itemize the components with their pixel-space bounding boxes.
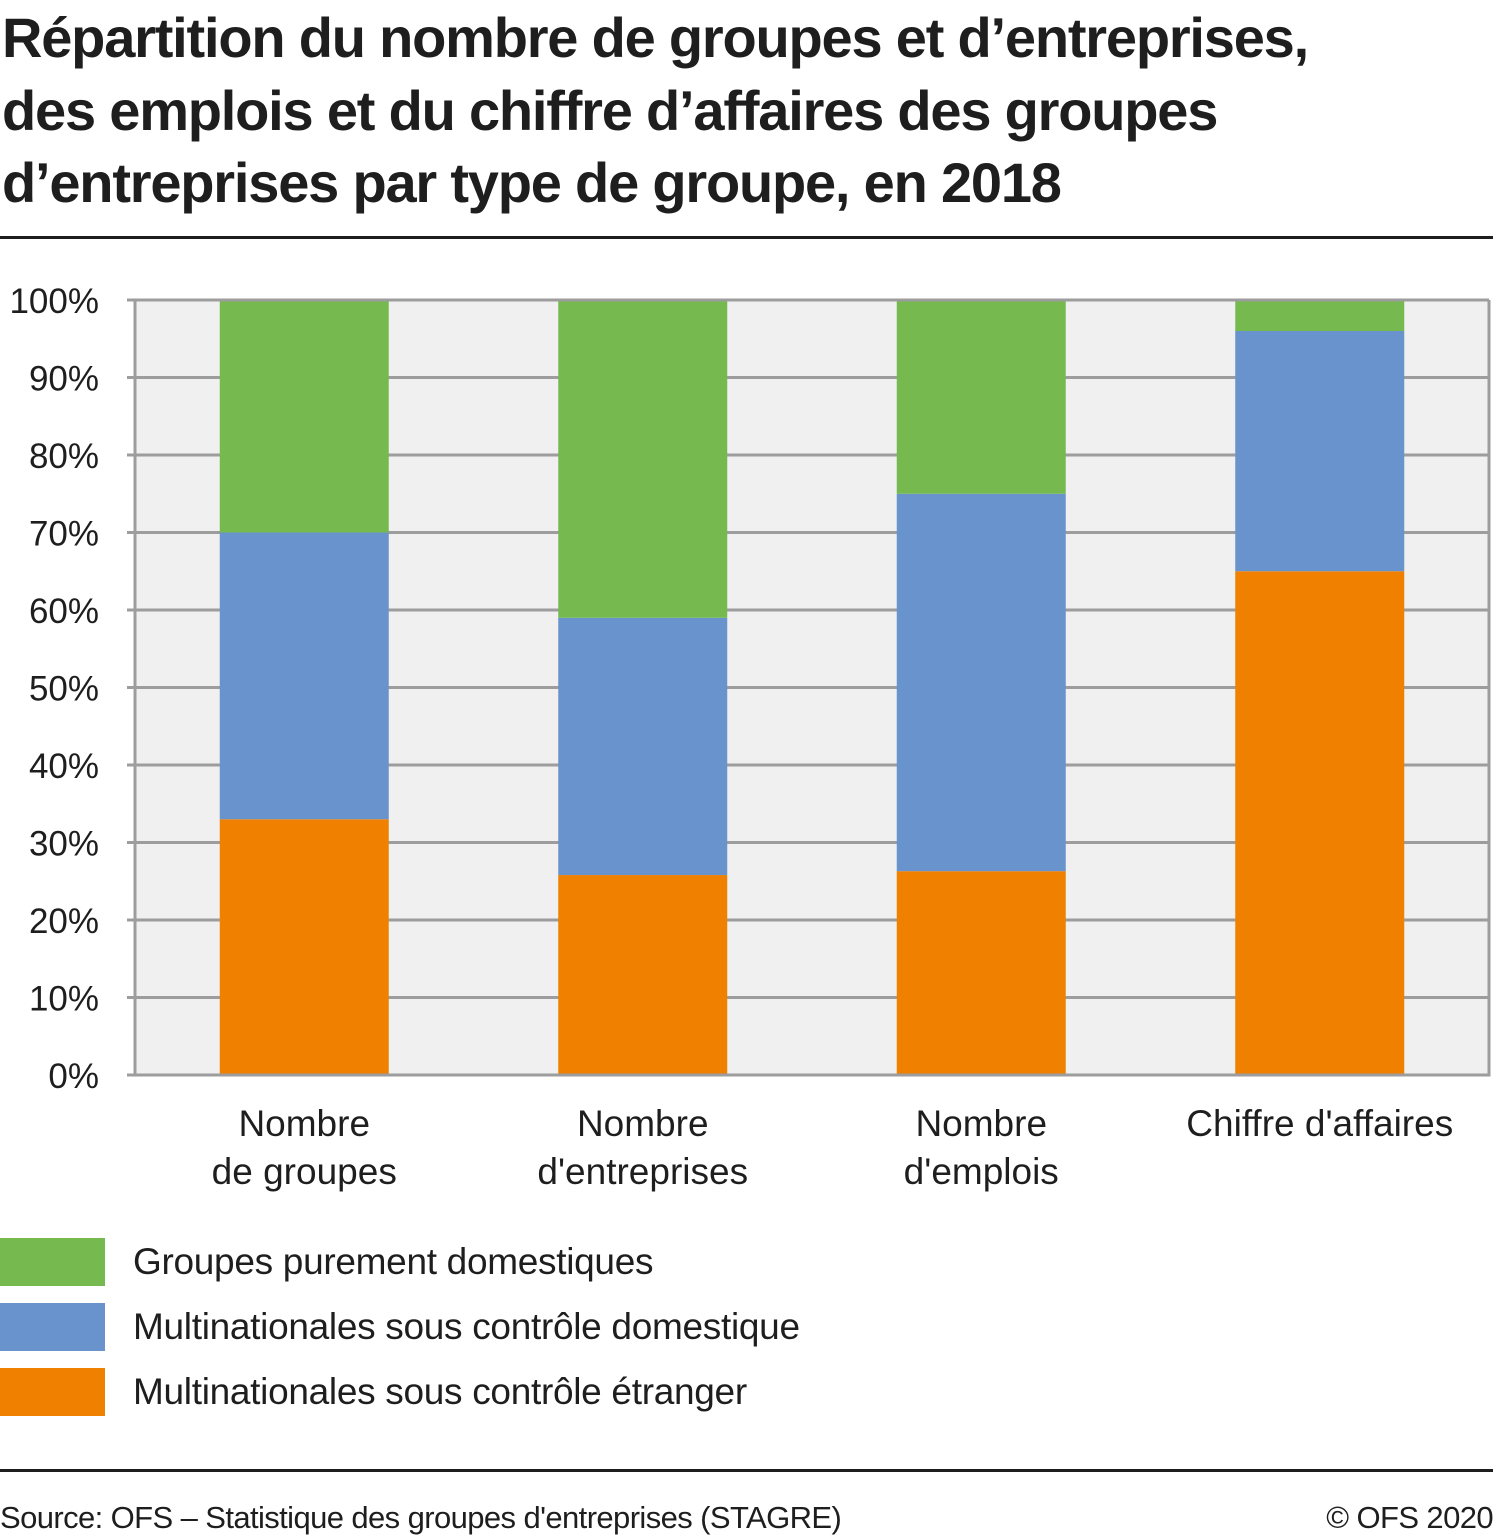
y-tick-label-90: 90% (29, 360, 99, 399)
x-category-label-line: d'entreprises (537, 1151, 748, 1192)
x-category-label-2: Nombre d'emplois (904, 1103, 1059, 1192)
y-tick-label-20: 20% (29, 902, 99, 941)
legend-swatch-green (0, 1238, 105, 1286)
legend-item-multinationales-controle-etranger: Multinationales sous contrôle étranger (0, 1368, 1000, 1416)
x-category-label-1: Nombre d'entreprises (537, 1103, 748, 1192)
y-axis-tick-labels: 0% 10% 20% 30% 40% 50% 60% 70% 80% 90% 100% (9, 282, 99, 1096)
bar-stack-3 (1235, 300, 1405, 1075)
x-category-label-line: de groupes (212, 1151, 397, 1192)
bar-stack-1 (558, 300, 728, 1075)
bar-segment-multinationales-sous-contr-le-domestique-0 (219, 532, 389, 820)
legend-swatch-blue (0, 1303, 105, 1351)
title-divider (0, 236, 1493, 239)
bar-stack-0 (219, 300, 389, 1075)
legend-label: Multinationales sous contrôle domestique (133, 1306, 800, 1347)
copyright-note: © OFS 2020 (1326, 1500, 1493, 1535)
x-category-label-line: d'emplois (904, 1151, 1059, 1192)
bar-segment-multinationales-sous-contr-le-tranger-3 (1235, 571, 1405, 1075)
y-tick-label-70: 70% (29, 515, 99, 554)
bar-segment-groupes-purement-domestiques-3 (1235, 300, 1405, 331)
bar-segment-groupes-purement-domestiques-2 (896, 300, 1066, 494)
y-tick-label-10: 10% (29, 980, 99, 1019)
bar-segment-groupes-purement-domestiques-0 (219, 300, 389, 533)
bar-segment-multinationales-sous-contr-le-domestique-2 (896, 493, 1066, 872)
bar-segment-multinationales-sous-contr-le-tranger-1 (558, 875, 728, 1075)
x-category-label-line: Chiffre d'affaires (1186, 1103, 1453, 1144)
chart-title-line-1: Répartition du nombre de groupes et d’en… (2, 6, 1309, 69)
bar-stack-2 (896, 300, 1066, 1075)
legend-swatch-orange (0, 1368, 105, 1416)
bar-segment-multinationales-sous-contr-le-domestique-1 (558, 617, 728, 876)
y-tick-label-60: 60% (29, 592, 99, 631)
legend-label: Multinationales sous contrôle étranger (133, 1371, 747, 1412)
y-tick-label-50: 50% (29, 670, 99, 709)
y-tick-label-0: 0% (48, 1057, 99, 1096)
y-tick-label-30: 30% (29, 825, 99, 864)
chart-title-line-2: des emplois et du chiffre d’affaires des… (2, 78, 1218, 142)
bar-segment-multinationales-sous-contr-le-domestique-3 (1235, 331, 1405, 572)
x-category-label-3: Chiffre d'affaires (1186, 1103, 1453, 1144)
axes (127, 298, 1491, 1077)
bar-stacks (219, 300, 1405, 1075)
x-category-label-line: Nombre (577, 1103, 709, 1144)
bar-segment-multinationales-sous-contr-le-tranger-0 (219, 819, 389, 1075)
legend-label: Groupes purement domestiques (133, 1241, 654, 1282)
y-tick-label-80: 80% (29, 437, 99, 476)
chart-title-line-3: d’entreprises par type de groupe, en 201… (2, 151, 1062, 214)
y-tick-label-100: 100% (9, 282, 99, 321)
bar-segment-groupes-purement-domestiques-1 (558, 300, 728, 618)
x-category-label-line: Nombre (238, 1103, 370, 1144)
legend-item-multinationales-controle-domestique: Multinationales sous contrôle domestique (0, 1303, 1000, 1351)
footer-divider (0, 1469, 1493, 1472)
stacked-bar-chart: 0% 10% 20% 30% 40% 50% 60% 70% 80% 90% 100% Nombre… (9, 282, 1491, 1192)
bar-segment-multinationales-sous-contr-le-tranger-2 (896, 871, 1066, 1075)
x-category-label-0: Nombre de groupes (212, 1103, 397, 1192)
legend-item-groupes-purement-domestiques: Groupes purement domestiques (0, 1238, 1000, 1286)
source-note: Source: OFS – Statistique des groupes d'… (0, 1500, 842, 1535)
chart-title: Répartition du nombre de groupes et d’en… (2, 2, 1482, 220)
y-tick-label-40: 40% (29, 747, 99, 786)
x-category-label-line: Nombre (915, 1103, 1047, 1144)
